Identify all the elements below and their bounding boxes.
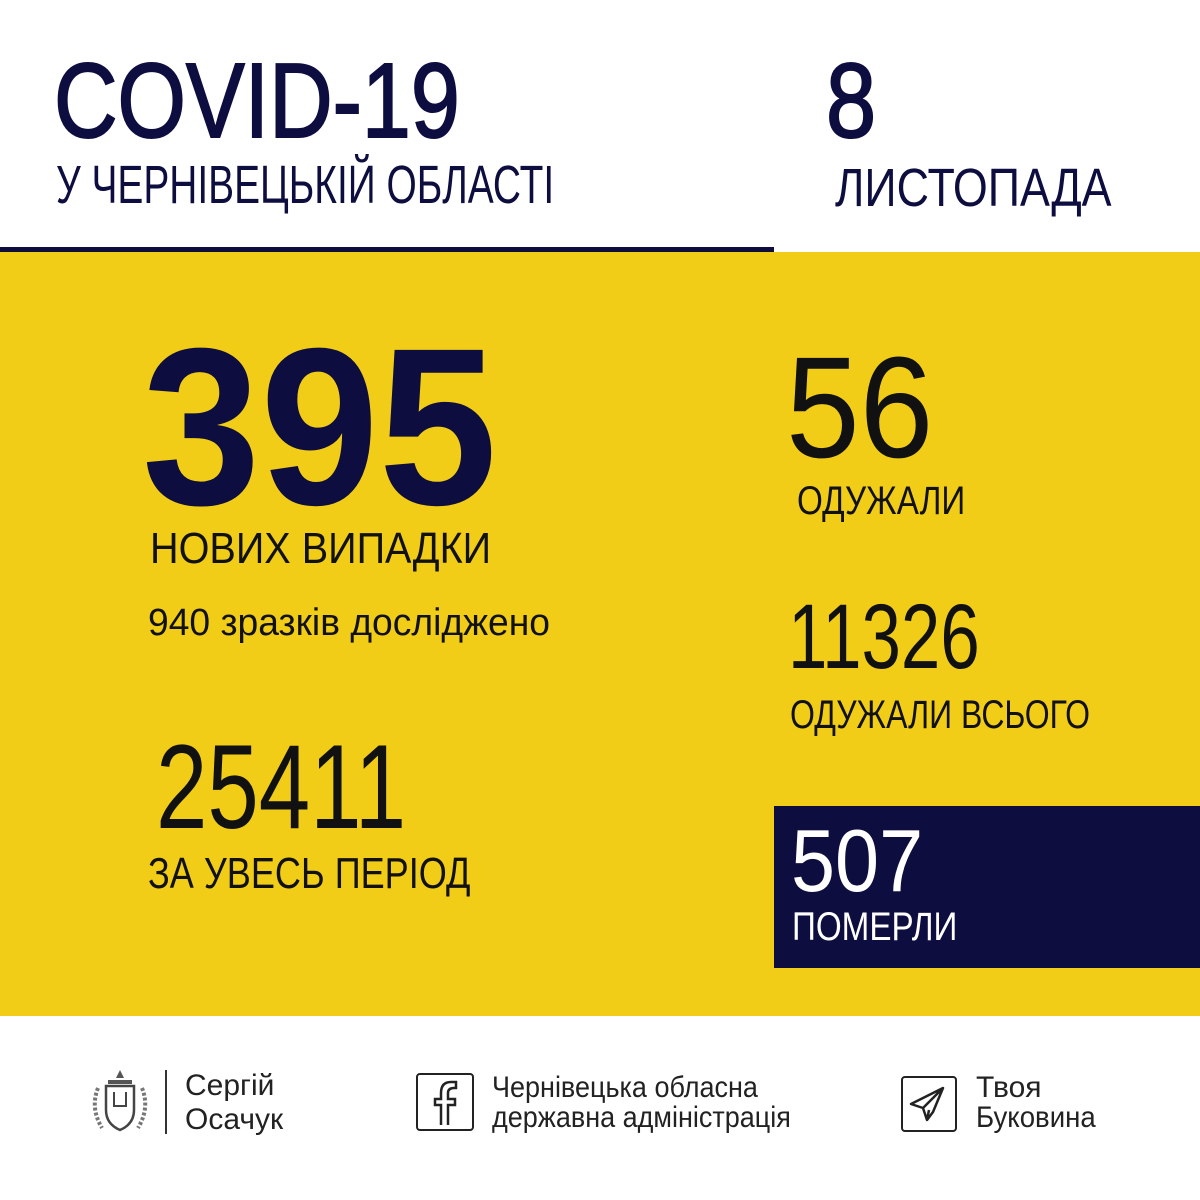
separator bbox=[165, 1070, 167, 1134]
deaths-panel bbox=[774, 806, 1200, 968]
facebook-icon[interactable] bbox=[416, 1073, 474, 1131]
recovered-total-label: ОДУЖАЛИ ВСЬОГО bbox=[790, 693, 1091, 737]
total-cases-label: ЗА УВЕСЬ ПЕРІОД bbox=[148, 849, 471, 898]
recovered-value: 56 bbox=[786, 327, 934, 488]
total-cases-value: 25411 bbox=[156, 720, 407, 854]
title: COVID-19 bbox=[53, 42, 460, 160]
samples-tested: 940 зразків досліджено bbox=[148, 602, 551, 644]
new-cases-value: 395 bbox=[142, 302, 498, 552]
recovered-label: ОДУЖАЛИ bbox=[797, 479, 966, 523]
facebook-line2[interactable]: державна адміністрація bbox=[492, 1101, 791, 1134]
telegram-line2[interactable]: Буковина bbox=[976, 1101, 1096, 1134]
header-divider bbox=[0, 247, 774, 252]
new-cases-label: НОВИХ ВИПАДКИ bbox=[150, 524, 492, 573]
person-name-last: Осачук bbox=[185, 1103, 284, 1136]
subtitle: У ЧЕРНІВЕЦЬКІЙ ОБЛАСТІ bbox=[56, 155, 555, 215]
person-name-first: Сергій bbox=[185, 1069, 275, 1102]
recovered-total-value: 11326 bbox=[788, 586, 980, 688]
telegram-line1[interactable]: Твоя bbox=[976, 1071, 1042, 1104]
date-month: ЛИСТОПАДА bbox=[835, 158, 1112, 218]
date-day: 8 bbox=[825, 42, 877, 160]
facebook-line1[interactable]: Чернівецька обласна bbox=[492, 1071, 758, 1104]
coat-of-arms-icon bbox=[92, 1070, 148, 1132]
deaths-value: 507 bbox=[791, 811, 924, 910]
deaths-label: ПОМЕРЛИ bbox=[792, 905, 958, 949]
telegram-icon[interactable] bbox=[901, 1076, 957, 1132]
